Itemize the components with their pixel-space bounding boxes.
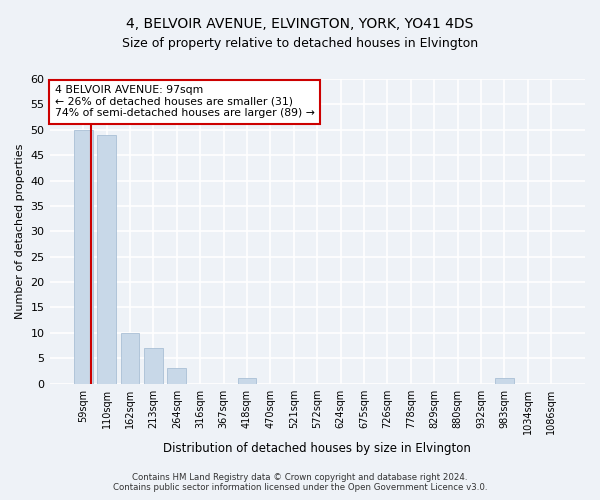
Bar (495, 378, 514, 384)
Text: 4 BELVOIR AVENUE: 97sqm
← 26% of detached houses are smaller (31)
74% of semi-de: 4 BELVOIR AVENUE: 97sqm ← 26% of detache… (55, 85, 315, 118)
Text: 4, BELVOIR AVENUE, ELVINGTON, YORK, YO41 4DS: 4, BELVOIR AVENUE, ELVINGTON, YORK, YO41… (127, 18, 473, 32)
Bar (238, 378, 256, 384)
X-axis label: Distribution of detached houses by size in Elvington: Distribution of detached houses by size … (163, 442, 471, 455)
Bar (97, 135, 116, 384)
Bar (121, 333, 139, 384)
Bar (167, 368, 186, 384)
Text: Contains HM Land Registry data © Crown copyright and database right 2024.
Contai: Contains HM Land Registry data © Crown c… (113, 473, 487, 492)
Bar (144, 348, 163, 384)
Text: Size of property relative to detached houses in Elvington: Size of property relative to detached ho… (122, 38, 478, 51)
Bar (74, 130, 92, 384)
Y-axis label: Number of detached properties: Number of detached properties (15, 144, 25, 319)
